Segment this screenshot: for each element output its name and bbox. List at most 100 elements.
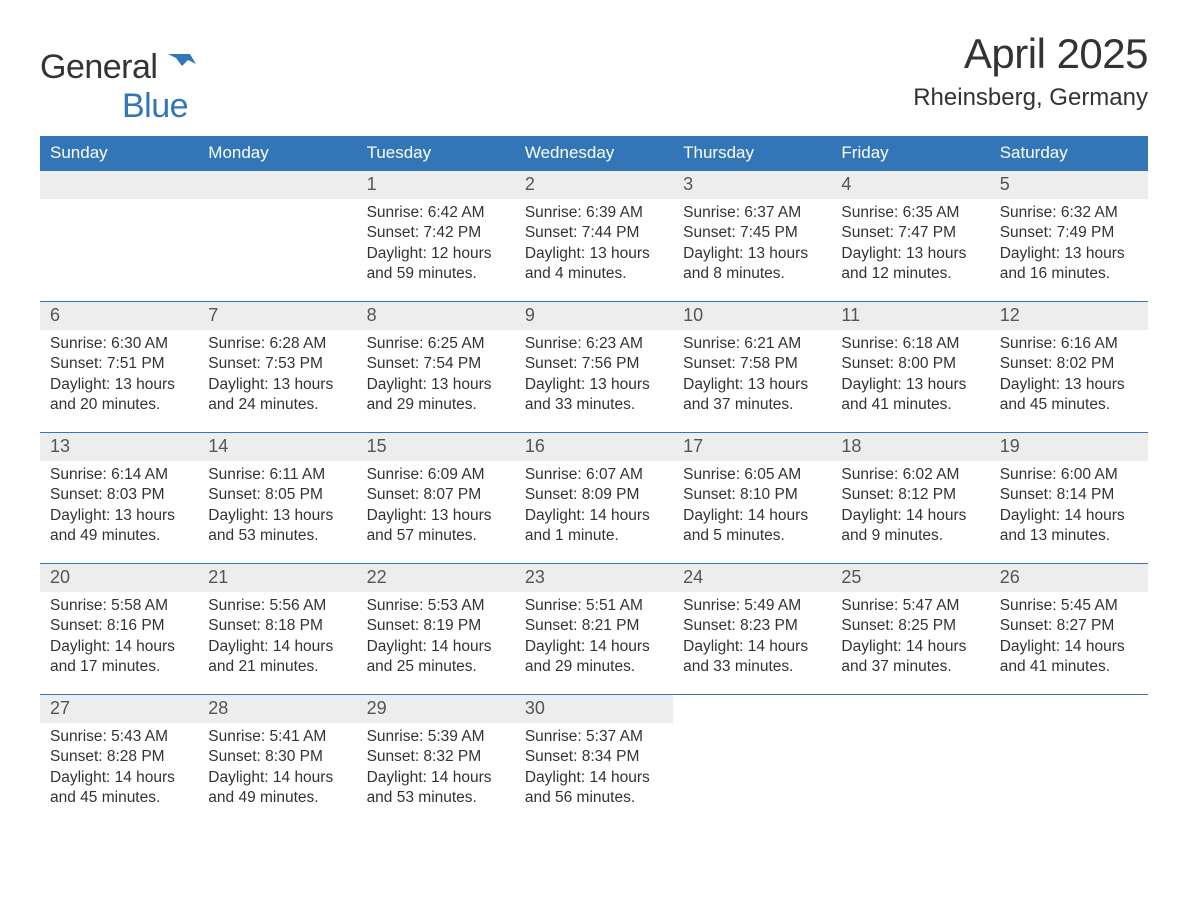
day-body: Sunrise: 5:53 AMSunset: 8:19 PMDaylight:… [357, 592, 515, 692]
day-cell: 9Sunrise: 6:23 AMSunset: 7:56 PMDaylight… [515, 302, 673, 432]
day-daylight2-line: and 12 minutes. [841, 264, 979, 284]
day-sunrise-line: Sunrise: 6:05 AM [683, 465, 821, 485]
day-number: 24 [673, 564, 831, 592]
day-daylight1-line: Daylight: 14 hours [208, 768, 346, 788]
day-cell: 19Sunrise: 6:00 AMSunset: 8:14 PMDayligh… [990, 433, 1148, 563]
day-number: 18 [831, 433, 989, 461]
day-body: Sunrise: 6:21 AMSunset: 7:58 PMDaylight:… [673, 330, 831, 430]
day-daylight1-line: Daylight: 13 hours [367, 506, 505, 526]
day-daylight2-line: and 24 minutes. [208, 395, 346, 415]
day-sunset-line: Sunset: 8:25 PM [841, 616, 979, 636]
day-body: Sunrise: 6:35 AMSunset: 7:47 PMDaylight:… [831, 199, 989, 299]
day-sunset-line: Sunset: 8:16 PM [50, 616, 188, 636]
weekday-header-row: Sunday Monday Tuesday Wednesday Thursday… [40, 136, 1148, 171]
day-daylight1-line: Daylight: 13 hours [841, 244, 979, 264]
day-sunrise-line: Sunrise: 6:37 AM [683, 203, 821, 223]
day-cell: 10Sunrise: 6:21 AMSunset: 7:58 PMDayligh… [673, 302, 831, 432]
day-body: Sunrise: 6:14 AMSunset: 8:03 PMDaylight:… [40, 461, 198, 561]
day-body: Sunrise: 5:43 AMSunset: 8:28 PMDaylight:… [40, 723, 198, 823]
day-number: 11 [831, 302, 989, 330]
day-cell: 4Sunrise: 6:35 AMSunset: 7:47 PMDaylight… [831, 171, 989, 301]
week-row: 1Sunrise: 6:42 AMSunset: 7:42 PMDaylight… [40, 171, 1148, 301]
day-daylight2-line: and 8 minutes. [683, 264, 821, 284]
day-body: Sunrise: 6:25 AMSunset: 7:54 PMDaylight:… [357, 330, 515, 430]
day-number: 30 [515, 695, 673, 723]
day-daylight2-line: and 57 minutes. [367, 526, 505, 546]
day-body: Sunrise: 5:49 AMSunset: 8:23 PMDaylight:… [673, 592, 831, 692]
day-body: Sunrise: 5:41 AMSunset: 8:30 PMDaylight:… [198, 723, 356, 823]
day-cell: 28Sunrise: 5:41 AMSunset: 8:30 PMDayligh… [198, 695, 356, 825]
day-sunrise-line: Sunrise: 6:42 AM [367, 203, 505, 223]
day-body: Sunrise: 6:05 AMSunset: 8:10 PMDaylight:… [673, 461, 831, 561]
day-daylight2-line: and 37 minutes. [841, 657, 979, 677]
day-number [40, 171, 198, 199]
day-sunset-line: Sunset: 8:09 PM [525, 485, 663, 505]
day-body: Sunrise: 5:47 AMSunset: 8:25 PMDaylight:… [831, 592, 989, 692]
day-body: Sunrise: 5:45 AMSunset: 8:27 PMDaylight:… [990, 592, 1148, 692]
calendar-table: Sunday Monday Tuesday Wednesday Thursday… [40, 136, 1148, 825]
day-daylight2-line: and 29 minutes. [525, 657, 663, 677]
day-number: 1 [357, 171, 515, 199]
day-number: 28 [198, 695, 356, 723]
day-cell: 23Sunrise: 5:51 AMSunset: 8:21 PMDayligh… [515, 564, 673, 694]
day-daylight1-line: Daylight: 14 hours [50, 768, 188, 788]
day-daylight1-line: Daylight: 13 hours [525, 375, 663, 395]
day-cell: 29Sunrise: 5:39 AMSunset: 8:32 PMDayligh… [357, 695, 515, 825]
day-cell: 1Sunrise: 6:42 AMSunset: 7:42 PMDaylight… [357, 171, 515, 301]
day-sunrise-line: Sunrise: 5:47 AM [841, 596, 979, 616]
day-daylight1-line: Daylight: 14 hours [841, 637, 979, 657]
day-number: 5 [990, 171, 1148, 199]
weekday-header: Wednesday [515, 136, 673, 171]
day-sunset-line: Sunset: 8:05 PM [208, 485, 346, 505]
day-daylight2-line: and 37 minutes. [683, 395, 821, 415]
day-daylight2-line: and 41 minutes. [841, 395, 979, 415]
day-daylight2-line: and 53 minutes. [208, 526, 346, 546]
day-daylight1-line: Daylight: 14 hours [208, 637, 346, 657]
day-number [198, 171, 356, 199]
day-cell: 14Sunrise: 6:11 AMSunset: 8:05 PMDayligh… [198, 433, 356, 563]
day-sunrise-line: Sunrise: 5:41 AM [208, 727, 346, 747]
day-body: Sunrise: 5:56 AMSunset: 8:18 PMDaylight:… [198, 592, 356, 692]
brand-logo: General Blue [40, 48, 196, 126]
day-body: Sunrise: 6:23 AMSunset: 7:56 PMDaylight:… [515, 330, 673, 430]
day-sunrise-line: Sunrise: 5:49 AM [683, 596, 821, 616]
day-daylight1-line: Daylight: 13 hours [841, 375, 979, 395]
title-block: April 2025 Rheinsberg, Germany [913, 30, 1148, 112]
day-sunset-line: Sunset: 7:49 PM [1000, 223, 1138, 243]
day-sunrise-line: Sunrise: 6:14 AM [50, 465, 188, 485]
day-cell: 26Sunrise: 5:45 AMSunset: 8:27 PMDayligh… [990, 564, 1148, 694]
day-sunrise-line: Sunrise: 5:37 AM [525, 727, 663, 747]
day-number: 16 [515, 433, 673, 461]
day-cell [831, 695, 989, 825]
day-cell: 2Sunrise: 6:39 AMSunset: 7:44 PMDaylight… [515, 171, 673, 301]
day-number: 10 [673, 302, 831, 330]
day-cell [990, 695, 1148, 825]
day-cell: 18Sunrise: 6:02 AMSunset: 8:12 PMDayligh… [831, 433, 989, 563]
day-cell: 12Sunrise: 6:16 AMSunset: 8:02 PMDayligh… [990, 302, 1148, 432]
weekday-header: Thursday [673, 136, 831, 171]
day-cell: 17Sunrise: 6:05 AMSunset: 8:10 PMDayligh… [673, 433, 831, 563]
day-sunset-line: Sunset: 7:53 PM [208, 354, 346, 374]
day-sunrise-line: Sunrise: 6:39 AM [525, 203, 663, 223]
weeks-container: 1Sunrise: 6:42 AMSunset: 7:42 PMDaylight… [40, 171, 1148, 825]
day-sunset-line: Sunset: 7:44 PM [525, 223, 663, 243]
day-cell: 30Sunrise: 5:37 AMSunset: 8:34 PMDayligh… [515, 695, 673, 825]
day-number: 14 [198, 433, 356, 461]
logo-text-general: General [40, 48, 157, 86]
day-daylight1-line: Daylight: 14 hours [683, 506, 821, 526]
day-number: 4 [831, 171, 989, 199]
day-daylight1-line: Daylight: 13 hours [683, 244, 821, 264]
day-daylight1-line: Daylight: 13 hours [683, 375, 821, 395]
day-sunset-line: Sunset: 7:54 PM [367, 354, 505, 374]
day-sunrise-line: Sunrise: 6:02 AM [841, 465, 979, 485]
week-row: 6Sunrise: 6:30 AMSunset: 7:51 PMDaylight… [40, 301, 1148, 432]
day-body: Sunrise: 6:16 AMSunset: 8:02 PMDaylight:… [990, 330, 1148, 430]
day-cell [198, 171, 356, 301]
day-sunset-line: Sunset: 8:19 PM [367, 616, 505, 636]
day-cell: 7Sunrise: 6:28 AMSunset: 7:53 PMDaylight… [198, 302, 356, 432]
day-sunset-line: Sunset: 8:02 PM [1000, 354, 1138, 374]
day-cell: 6Sunrise: 6:30 AMSunset: 7:51 PMDaylight… [40, 302, 198, 432]
day-number: 27 [40, 695, 198, 723]
day-sunset-line: Sunset: 8:07 PM [367, 485, 505, 505]
day-cell: 8Sunrise: 6:25 AMSunset: 7:54 PMDaylight… [357, 302, 515, 432]
